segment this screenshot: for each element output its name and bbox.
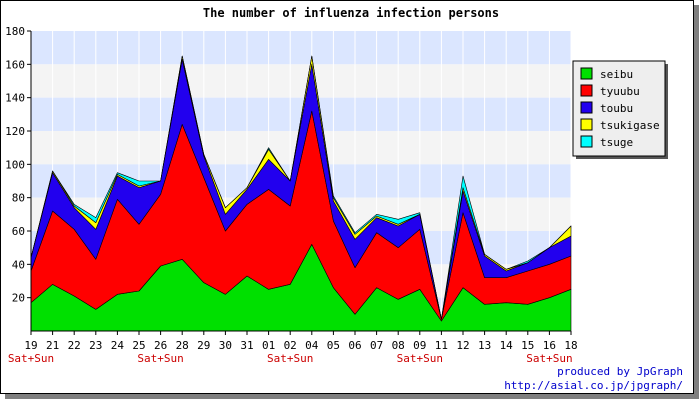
x-tick-label: 16	[543, 339, 556, 352]
credit-producer: produced by JpGraph	[557, 365, 683, 378]
legend-label-tsukigase: tsukigase	[600, 119, 660, 132]
weekend-label: Sat+Sun	[8, 352, 54, 365]
x-tick-label: 21	[46, 339, 59, 352]
weekend-label: Sat+Sun	[267, 352, 313, 365]
area-tsuge	[30, 55, 572, 320]
legend-label-toubu: toubu	[600, 102, 633, 115]
x-tick-label: 15	[521, 339, 534, 352]
chart-frame: 20 40 60 80 100 120 140 160 180 19 Sat+Sun 21 22 23 2…	[0, 0, 694, 394]
x-tick-label: 26	[154, 339, 167, 352]
x-tick-label: 02	[284, 339, 297, 352]
legend-swatch-toubu	[580, 101, 593, 114]
y-tick-label: 160	[5, 58, 25, 71]
y-tick-label: 80	[12, 192, 25, 205]
y-tick-label: 20	[12, 292, 25, 305]
x-tick-label: 07	[370, 339, 383, 352]
credit-url[interactable]: http://asial.co.jp/jpgraph/	[504, 379, 683, 392]
x-tick-label: 06	[348, 339, 361, 352]
x-tick-label: 30	[219, 339, 232, 352]
x-tick-label: 31	[240, 339, 253, 352]
x-tick-label: 14	[500, 339, 514, 352]
y-tick-label: 60	[12, 225, 25, 238]
x-tick-label: 29	[197, 339, 210, 352]
grid-band	[31, 64, 571, 98]
x-tick-label: 18	[564, 339, 577, 352]
weekend-label: Sat+Sun	[526, 352, 572, 365]
x-tick-label: 22	[68, 339, 81, 352]
legend: seibu tyuubu toubu tsukigase tsuge	[572, 60, 668, 159]
x-tick-label: 08	[392, 339, 405, 352]
weekend-label: Sat+Sun	[137, 352, 183, 365]
y-tick-label: 100	[5, 158, 25, 171]
x-tick-label: 04	[305, 339, 319, 352]
x-tick-label: 09	[413, 339, 426, 352]
legend-swatch-tsuge	[580, 135, 593, 148]
x-tick-label: 11	[435, 339, 448, 352]
x-tick-label: 05	[327, 339, 340, 352]
x-tick-label: 13	[478, 339, 491, 352]
x-tick-label: 25	[132, 339, 145, 352]
legend-label-seibu: seibu	[600, 68, 633, 81]
legend-label-tsuge: tsuge	[600, 136, 633, 149]
y-axis: 20 40 60 80 100 120 140 160 180	[5, 25, 32, 331]
x-tick-label: 19	[24, 339, 37, 352]
area-series	[30, 55, 572, 332]
y-tick-label: 120	[5, 125, 25, 138]
y-tick-label: 40	[12, 258, 25, 271]
legend-swatch-seibu	[580, 67, 593, 80]
chart-title: The number of influenza infection person…	[203, 6, 499, 20]
x-tick-label: 01	[262, 339, 275, 352]
x-tick-label: 23	[89, 339, 102, 352]
legend-swatch-tsukigase	[580, 118, 593, 131]
weekend-label: Sat+Sun	[397, 352, 443, 365]
y-tick-label: 180	[5, 25, 25, 38]
x-tick-label: 28	[176, 339, 189, 352]
x-tick-label: 24	[111, 339, 125, 352]
y-tick-label: 140	[5, 92, 25, 105]
legend-label-tyuubu: tyuubu	[600, 85, 640, 98]
grid-band	[31, 31, 571, 65]
x-tick-label: 12	[456, 339, 469, 352]
legend-swatch-tyuubu	[580, 84, 593, 97]
